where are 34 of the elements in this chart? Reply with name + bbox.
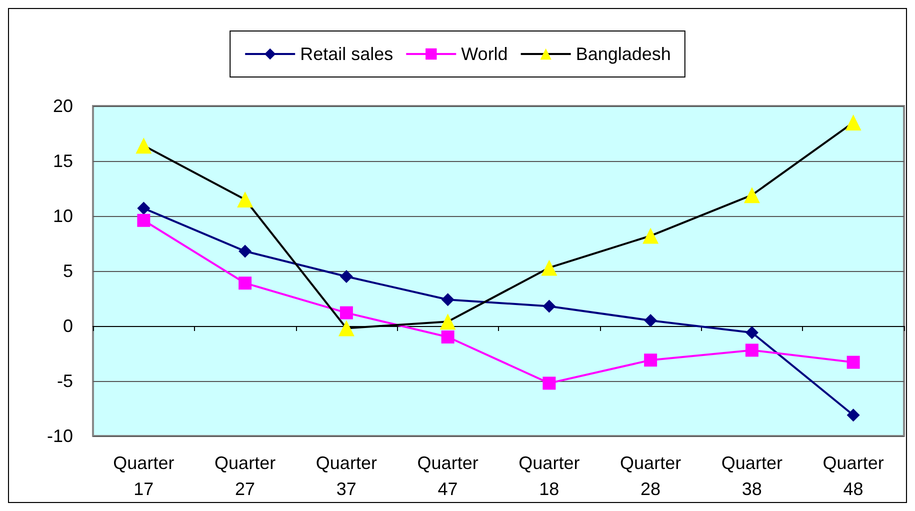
point xyxy=(846,356,860,369)
legend-label: Retail sales xyxy=(300,44,394,64)
point xyxy=(441,293,454,306)
x-tick-label: Quarter 27 xyxy=(214,453,276,499)
x-tick-label: Quarter 47 xyxy=(417,453,478,499)
y-tick-label: 15 xyxy=(52,151,73,171)
point xyxy=(340,270,353,283)
point xyxy=(238,244,252,258)
point xyxy=(542,376,556,390)
point xyxy=(542,300,556,313)
y-tick-label: -10 xyxy=(46,426,73,446)
point xyxy=(846,408,860,422)
x-tick-label: Quarter 48 xyxy=(822,453,884,499)
y-tick-label: -5 xyxy=(56,371,73,391)
y-tick-label: 0 xyxy=(62,316,73,336)
y-tick-label: 5 xyxy=(62,261,73,281)
point xyxy=(137,202,150,215)
x-tick-label: Quarter 18 xyxy=(518,453,580,499)
point xyxy=(745,344,758,357)
point xyxy=(340,306,353,320)
point xyxy=(644,314,658,327)
x-tick-label: Quarter 38 xyxy=(721,453,782,499)
point xyxy=(441,330,454,344)
point xyxy=(238,276,252,290)
legend-label: World xyxy=(461,44,508,64)
x-tick-label: Quarter 17 xyxy=(113,453,174,499)
point xyxy=(745,326,758,340)
point xyxy=(644,354,658,367)
y-tick-label: 20 xyxy=(52,96,73,116)
legend-label: Bangladesh xyxy=(576,44,671,64)
y-tick-label: 10 xyxy=(52,206,73,226)
x-tick-label: Quarter 37 xyxy=(316,453,377,499)
x-tick-label: Quarter 28 xyxy=(620,453,682,499)
point xyxy=(137,214,150,227)
